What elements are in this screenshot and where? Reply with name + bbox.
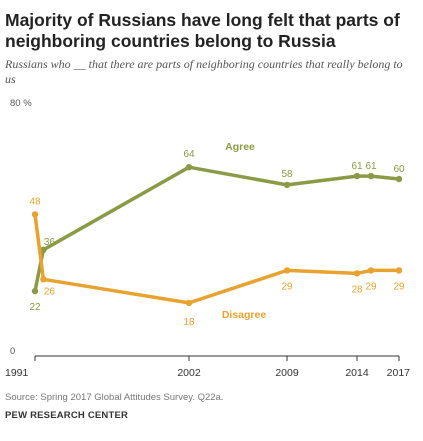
data-point-agree [283, 181, 291, 189]
data-label-disagree: 29 [281, 281, 293, 292]
data-label-disagree: 48 [29, 196, 41, 207]
x-tick-label: 2002 [177, 367, 201, 379]
y-tick-label-80: 80 % [10, 98, 32, 109]
organization-name: PEW RESEARCH CENTER [5, 410, 129, 421]
data-label-agree: 22 [29, 302, 41, 313]
data-label-agree: 61 [351, 161, 363, 172]
series-name-disagree: Disagree [222, 309, 267, 321]
data-point-disagree [353, 270, 361, 277]
data-label-disagree: 29 [365, 281, 377, 292]
data-point-agree [367, 172, 375, 180]
data-label-agree: 36 [44, 237, 56, 248]
data-point-disagree [31, 211, 39, 218]
source-note: Source: Spring 2017 Global Attitudes Sur… [5, 392, 224, 403]
data-point-disagree [185, 299, 193, 307]
data-label-agree: 58 [281, 169, 293, 180]
data-point-agree [31, 287, 39, 295]
y-tick-label-0: 0 [10, 346, 15, 357]
chart-axes: 0 80 % 1991 2002 2009 2014 2017 [5, 98, 410, 379]
data-point-agree [353, 172, 361, 180]
x-tick-label: 2014 [345, 367, 369, 379]
data-point-disagree [283, 267, 291, 274]
chart-lines [31, 164, 403, 307]
data-label-agree: 61 [365, 161, 377, 172]
data-label-agree: 64 [183, 149, 195, 160]
data-point-disagree [40, 276, 47, 283]
x-tick-label: 2017 [387, 367, 411, 379]
x-tick-label: 2009 [275, 367, 299, 379]
data-label-disagree: 29 [393, 281, 405, 292]
data-label-agree: 60 [393, 164, 405, 175]
series-line-disagree [33, 212, 401, 305]
data-point-disagree [395, 267, 403, 274]
data-point-agree [40, 246, 47, 253]
x-tick-label: 1991 [5, 367, 29, 379]
data-label-disagree: 18 [183, 317, 195, 328]
chart-subtitle: Russians who __ that there are parts of … [5, 57, 403, 86]
data-point-disagree [367, 267, 375, 274]
data-point-agree [395, 175, 403, 183]
chart-title: Majority of Russians have long felt that… [5, 10, 400, 51]
series-name-agree: Agree [225, 141, 255, 153]
data-point-agree [185, 164, 193, 171]
data-label-disagree: 28 [351, 284, 363, 295]
data-label-disagree: 26 [44, 286, 56, 297]
